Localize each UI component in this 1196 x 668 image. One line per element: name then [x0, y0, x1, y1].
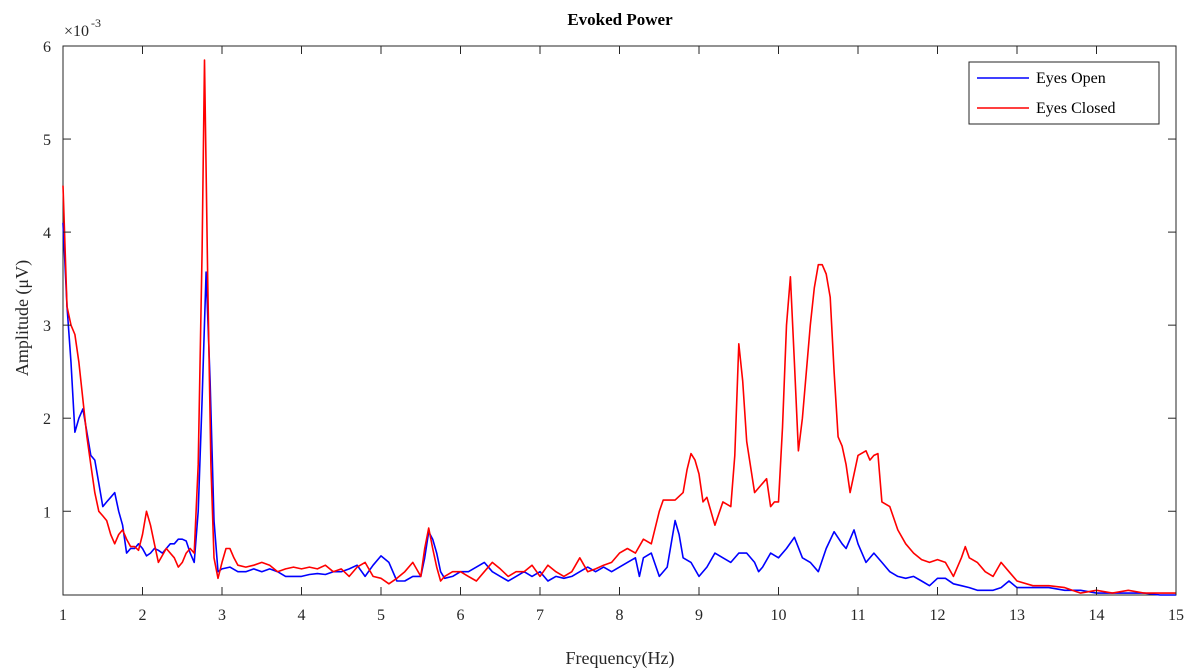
x-tick-label: 11 — [850, 607, 865, 624]
x-tick-label: 14 — [1089, 607, 1105, 624]
x-tick-label: 6 — [457, 607, 465, 624]
y-axis-exponent-base: ×10 — [64, 23, 89, 40]
chart-title: Evoked Power — [567, 10, 673, 29]
x-tick-label: 1 — [59, 607, 67, 624]
x-tick-label: 7 — [536, 607, 544, 624]
series-line-eyes-closed — [62, 59, 1176, 594]
x-tick-label: 2 — [139, 607, 147, 624]
x-tick-label: 12 — [930, 607, 946, 624]
y-tick-label: 5 — [43, 132, 51, 149]
y-axis-exponent: ×10 -3 — [64, 16, 101, 40]
y-tick-label: 1 — [43, 504, 51, 521]
x-tick-label: 5 — [377, 607, 385, 624]
legend-label-eyes-open: Eyes Open — [1036, 70, 1106, 87]
x-tick-label: 13 — [1009, 607, 1025, 624]
axes-box — [62, 45, 1177, 596]
legend: Eyes Open Eyes Closed — [968, 61, 1160, 125]
y-tick-label: 6 — [43, 39, 51, 56]
x-tick-label: 10 — [771, 607, 787, 624]
x-tick-label: 9 — [695, 607, 703, 624]
legend-box — [968, 61, 1160, 125]
y-axis-title: Amplitude (μV) — [12, 260, 33, 376]
series-layer — [62, 59, 1176, 596]
x-tick-label: 8 — [616, 607, 624, 624]
legend-label-eyes-closed: Eyes Closed — [1036, 100, 1116, 117]
y-tick-label: 3 — [43, 318, 51, 335]
series-line-eyes-open — [62, 222, 1176, 596]
x-axis-title: Frequency(Hz) — [566, 648, 675, 668]
y-tick-label: 2 — [43, 411, 51, 428]
x-tick-label: 4 — [298, 607, 306, 624]
y-tick-label: 4 — [43, 225, 51, 242]
y-axis-exponent-power: -3 — [91, 16, 101, 30]
x-tick-label: 3 — [218, 607, 226, 624]
x-tick-label: 15 — [1168, 607, 1184, 624]
